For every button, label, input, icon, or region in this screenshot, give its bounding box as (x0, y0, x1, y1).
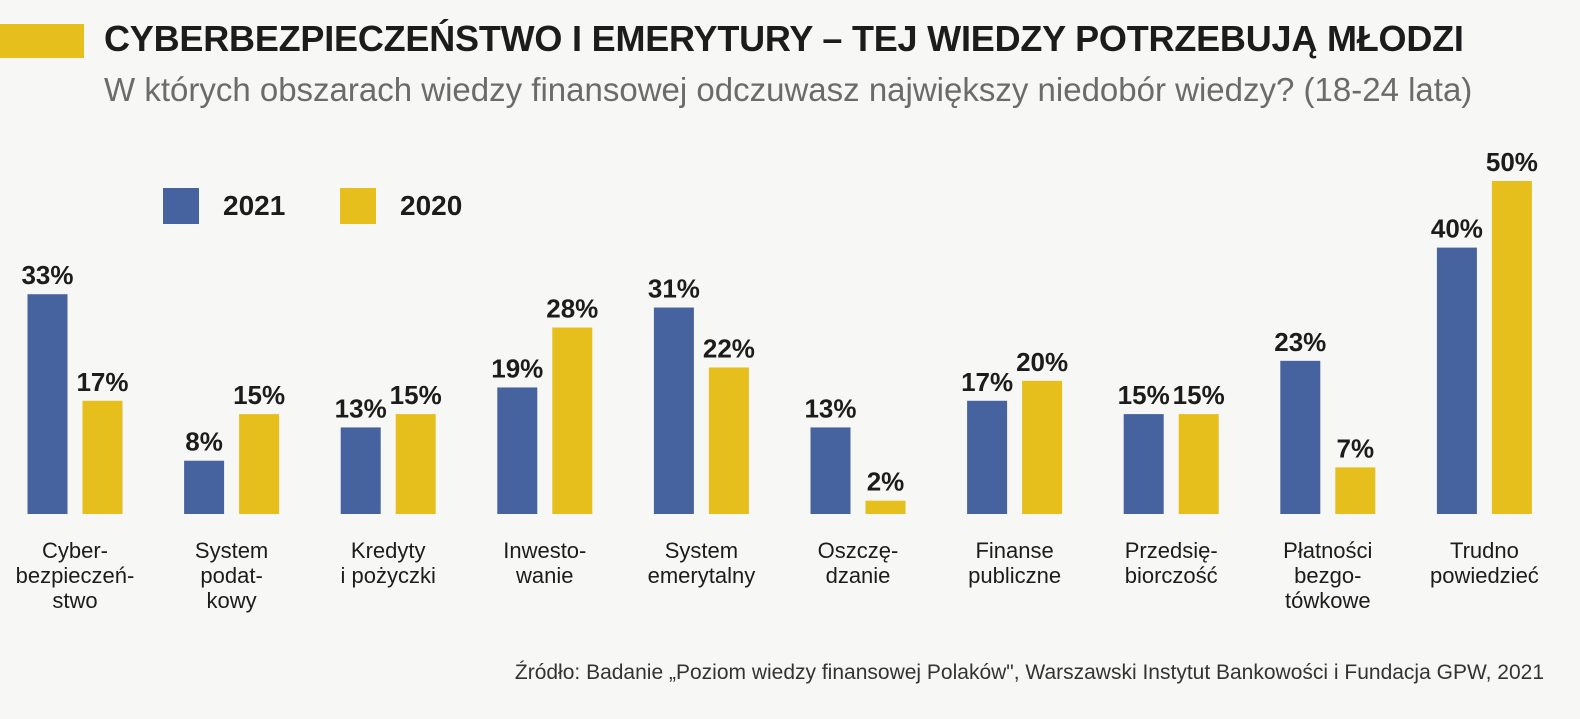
category-label-5: Oszczę-dzanie (818, 538, 899, 588)
data-label-2021-3: 19% (491, 353, 543, 383)
legend-item-2021: 2021 (163, 188, 285, 224)
data-label-2020-0: 17% (76, 367, 128, 397)
data-label-2021-6: 17% (961, 367, 1013, 397)
category-label-3: Inwesto-wanie (503, 538, 586, 588)
bar-2021-0 (27, 294, 68, 514)
data-label-2021-5: 13% (804, 393, 856, 423)
category-label-4: System emerytalny (648, 538, 756, 588)
data-label-2020-6: 20% (1016, 347, 1068, 377)
chart-title: CYBERBEZPIECZEŃSTWO I EMERYTURY – TEJ WI… (104, 18, 1464, 59)
legend-swatch-2020 (340, 188, 376, 224)
data-label-2021-4: 31% (648, 274, 700, 304)
data-label-2021-0: 33% (21, 260, 73, 290)
data-label-2020-1: 15% (233, 380, 285, 410)
legend-item-2020: 2020 (340, 188, 462, 224)
category-label-0: Cyber-bezpieczeń-stwo (16, 538, 135, 613)
bar-2020-9 (1491, 181, 1532, 514)
bar-2020-8 (1335, 467, 1376, 514)
bar-2021-3 (497, 387, 538, 514)
accent-bar (0, 24, 84, 58)
bar-2021-1 (184, 460, 225, 514)
bar-2021-8 (1280, 360, 1321, 514)
category-label-9: Trudno powiedzieć (1430, 538, 1539, 588)
data-label-2020-5: 2% (867, 467, 905, 497)
category-label-7: Przedsię-biorczość (1125, 538, 1218, 588)
bar-2021-4 (653, 307, 694, 514)
bar-2020-0 (82, 400, 123, 514)
data-label-2021-2: 13% (335, 393, 387, 423)
bar-2021-6 (967, 400, 1008, 514)
bar-2020-2 (395, 414, 436, 514)
source-note: Źródło: Badanie „Poziom wiedzy finansowe… (514, 661, 1544, 684)
category-label-1: System podat-kowy (195, 538, 268, 613)
data-label-2020-4: 22% (703, 333, 755, 363)
data-label-2021-1: 8% (185, 427, 223, 457)
bar-2020-1 (239, 414, 280, 514)
data-label-2020-8: 7% (1337, 433, 1375, 463)
bar-2021-9 (1436, 247, 1477, 514)
legend-label-2020: 2020 (400, 190, 463, 221)
data-label-2021-8: 23% (1274, 327, 1326, 357)
legend-swatch-2021 (163, 188, 199, 224)
chart-subtitle: W których obszarach wiedzy finansowej od… (104, 71, 1473, 108)
bar-2021-5 (810, 427, 851, 514)
data-label-2020-3: 28% (546, 294, 598, 324)
category-label-2: Kredyty i pożyczki (341, 538, 436, 588)
data-label-2020-9: 50% (1486, 147, 1538, 177)
data-label-2021-9: 40% (1431, 214, 1483, 244)
bar-2020-6 (1022, 380, 1063, 514)
bar-2021-2 (340, 427, 381, 514)
bar-2020-5 (865, 500, 906, 514)
bar-2020-3 (552, 327, 593, 514)
data-label-2020-2: 15% (390, 380, 442, 410)
bar-2020-7 (1178, 414, 1219, 514)
category-label-6: Finanse publiczne (968, 538, 1061, 588)
data-label-2020-7: 15% (1173, 380, 1225, 410)
data-label-2021-7: 15% (1118, 380, 1170, 410)
category-label-8: Płatności bezgo-tówkowe (1283, 538, 1372, 613)
bar-2021-7 (1123, 414, 1164, 514)
bar-2020-4 (708, 367, 749, 514)
legend-label-2021: 2021 (223, 190, 286, 221)
